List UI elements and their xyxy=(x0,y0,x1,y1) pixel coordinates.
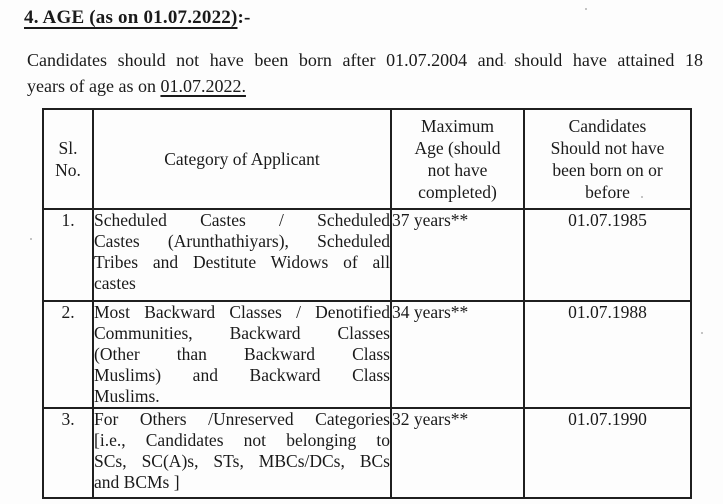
text-line: SCs, SC(A)s, STs, MBCs/DCs, BCs xyxy=(94,451,390,471)
scan-speck xyxy=(701,332,703,334)
text-line: Candidates xyxy=(568,116,647,136)
header-max-age: Maximum Age (should not have completed) xyxy=(390,108,525,210)
text-line: Muslims. xyxy=(94,386,160,406)
text-line: Age (should xyxy=(414,138,501,158)
text-line: castes xyxy=(94,273,136,293)
text-line: before xyxy=(585,182,630,202)
cell-sl-no: 2. xyxy=(42,300,94,409)
text-line: and BCMs ] xyxy=(94,472,180,492)
cell-category: Most Backward Classes / Denotified Commun… xyxy=(92,300,392,409)
text-line: Most Backward Classes / Denotified xyxy=(94,302,390,322)
table-row: 3. For Others /Unreserved Categories [i.e… xyxy=(42,407,692,499)
scan-speck xyxy=(585,8,587,10)
cell-category: For Others /Unreserved Categories [i.e., … xyxy=(92,407,392,499)
table-row: 1. Scheduled Castes / Scheduled Castes (A… xyxy=(42,208,692,302)
text-line: For Others /Unreserved Categories xyxy=(94,409,390,429)
section-heading: 4. AGE (as on 01.07.2022):- xyxy=(24,7,251,29)
intro-line-1: Candidates should not have been born aft… xyxy=(27,50,703,70)
text-line: (Other than Backward Class xyxy=(94,344,390,364)
header-category: Category of Applicant xyxy=(92,108,392,210)
text-line: not have xyxy=(427,160,488,180)
header-sl-no: Sl. No. xyxy=(42,108,94,210)
cell-sl-no: 3. xyxy=(42,407,94,499)
text-line: Should not have xyxy=(550,138,665,158)
cell-born-date: 01.07.1990 xyxy=(523,407,692,499)
text-line: Communities, Backward Classes xyxy=(94,323,390,343)
cell-sl-no: 1. xyxy=(42,208,94,302)
scan-speck xyxy=(641,196,643,198)
scan-speck xyxy=(504,62,506,64)
text-line: been born on or xyxy=(552,160,663,180)
intro-line-2-text: years of age as on xyxy=(27,76,161,96)
text-line: Sl. xyxy=(58,138,78,158)
scan-speck xyxy=(30,238,32,240)
cell-max-age: 32 years** xyxy=(390,407,525,499)
table-header-row: Sl. No. Category of Applicant Maximum Age … xyxy=(42,108,692,210)
text-line: Maximum xyxy=(421,116,494,136)
cell-born-date: 01.07.1988 xyxy=(523,300,692,409)
intro-paragraph: Candidates should not have been born aft… xyxy=(27,47,703,99)
intro-line-2-date: 01.07.2022. xyxy=(160,76,246,96)
text-line: completed) xyxy=(418,182,497,202)
table-row: 2. Most Backward Classes / Denotified Com… xyxy=(42,300,692,409)
cell-max-age: 34 years** xyxy=(390,300,525,409)
cell-born-date: 01.07.1985 xyxy=(523,208,692,302)
age-table: Sl. No. Category of Applicant Maximum Age … xyxy=(42,108,692,499)
text-line: Castes (Arunthathiyars), Scheduled xyxy=(94,231,390,251)
text-line: Muslims) and Backward Class xyxy=(94,365,390,385)
text-line: Scheduled Castes / Scheduled xyxy=(94,210,390,230)
section-heading-suffix: :- xyxy=(237,7,251,28)
text-line: Tribes and Destitute Widows of all xyxy=(94,252,390,272)
cell-category: Scheduled Castes / Scheduled Castes (Arun… xyxy=(92,208,392,302)
intro-line-2: years of age as on 01.07.2022. xyxy=(27,73,703,99)
header-born-before: Candidates Should not have been born on or… xyxy=(523,108,692,210)
cell-max-age: 37 years** xyxy=(390,208,525,302)
text-line: [i.e., Candidates not belonging to xyxy=(94,430,390,450)
text-line: No. xyxy=(55,160,81,180)
section-heading-underlined: 4. AGE (as on 01.07.2022) xyxy=(24,7,238,28)
